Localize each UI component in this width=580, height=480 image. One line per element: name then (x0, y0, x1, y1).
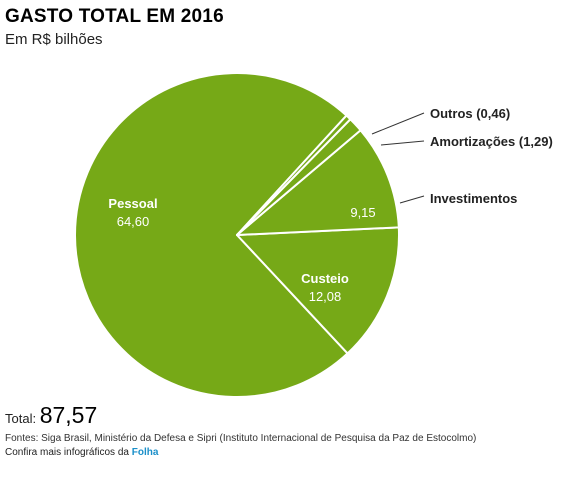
sources-note: Fontes: Siga Brasil, Ministério da Defes… (5, 433, 477, 444)
chart-title: GASTO TOTAL EM 2016 (5, 6, 224, 27)
total-label: Total: (5, 411, 37, 426)
leader-line-outros (371, 112, 425, 135)
total-value: 87,57 (39, 402, 98, 428)
leader-line-investimentos (399, 195, 425, 204)
folha-link[interactable]: Folha (131, 447, 159, 458)
slice-value-investimentos: 9,15 (350, 205, 375, 220)
slice-label-pessoal: Pessoal (108, 196, 157, 211)
external-label-outros: Outros (0,46) (430, 106, 510, 121)
pie-slice-custeio (236, 226, 400, 355)
pie-chart: Pessoal 64,60 Custeio 12,08 9,15 Investimento… (74, 72, 553, 398)
slice-value-pessoal: 64,60 (117, 214, 150, 229)
pie-slice-pessoal (74, 72, 349, 398)
leader-line-amortizacoes (380, 140, 425, 146)
external-label-investimentos: Investimentos (430, 191, 517, 206)
total-block: Total: 87,57 (5, 402, 97, 429)
pie-slice-outros (236, 114, 352, 236)
slice-value-custeio: 12,08 (309, 289, 342, 304)
chart-subtitle: Em R$ bilhões (5, 31, 103, 48)
external-label-amortizacoes: Amortizações (1,29) (430, 134, 553, 149)
more-infographics-text: Confira mais infográficos da (5, 447, 129, 458)
slice-label-custeio: Custeio (301, 271, 349, 286)
pie-slice-investimentos (236, 129, 400, 236)
more-infographics: Confira mais infográficos da Folha (5, 447, 158, 458)
